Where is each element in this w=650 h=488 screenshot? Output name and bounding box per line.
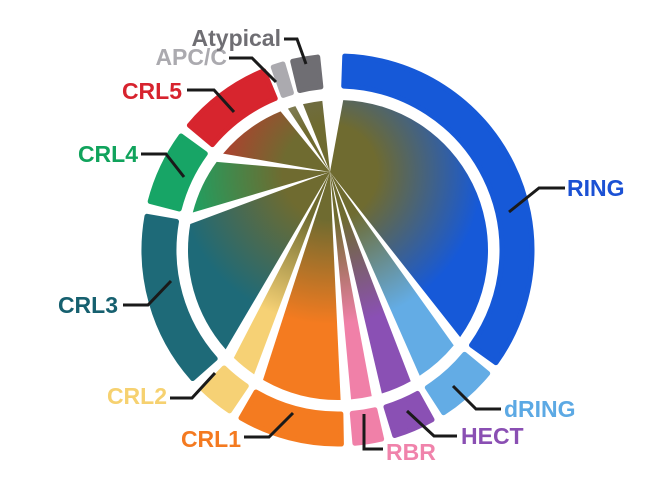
inner-wedges-group xyxy=(188,100,489,400)
leader-crl3 xyxy=(123,279,173,307)
label-hect: HECT xyxy=(461,423,524,449)
wedge-hect xyxy=(330,172,411,394)
wedge-crl3 xyxy=(188,172,330,350)
wedge-crl2 xyxy=(233,172,330,375)
band-crl3 xyxy=(141,213,218,382)
wedge-crl1 xyxy=(263,172,341,400)
band-dring xyxy=(424,351,491,416)
label-crl2: CRL2 xyxy=(107,383,167,409)
leader-crl1 xyxy=(244,411,295,439)
label-dring: dRING xyxy=(504,396,576,422)
leader-rbr xyxy=(362,414,383,451)
band-crl4 xyxy=(147,133,208,212)
band-crl2 xyxy=(200,365,249,414)
leader-ring xyxy=(508,186,565,214)
band-crl1 xyxy=(238,389,344,447)
label-ring: RING xyxy=(567,175,625,201)
wedge-apc-c xyxy=(287,106,330,172)
leader-crl2 xyxy=(170,371,217,400)
label-apc-c: APC/C xyxy=(155,44,227,70)
band-rbr xyxy=(349,407,385,446)
wedge-crl4 xyxy=(192,161,330,213)
wedge-dring xyxy=(330,172,454,376)
leader-dring xyxy=(451,384,501,411)
label-atypical: Atypical xyxy=(192,25,281,51)
leader-atypical xyxy=(284,37,308,65)
leader-crl4 xyxy=(141,152,186,178)
leader-apc-c xyxy=(229,56,278,84)
band-ring xyxy=(341,53,535,366)
outer-bands-group xyxy=(141,53,535,447)
wedge-atypical xyxy=(302,100,330,172)
wedge-crl5 xyxy=(223,111,330,172)
label-crl3: CRL3 xyxy=(58,292,118,318)
leader-hect xyxy=(405,409,457,438)
leader-crl5 xyxy=(187,88,236,114)
label-rbr: RBR xyxy=(386,439,436,465)
wedge-rbr xyxy=(330,172,372,400)
label-crl1: CRL1 xyxy=(181,426,241,452)
leader-lines-group xyxy=(123,37,565,451)
band-apc-c xyxy=(270,61,294,98)
label-crl4: CRL4 xyxy=(78,141,138,167)
wedge-ring xyxy=(330,100,489,338)
band-atypical xyxy=(290,54,324,94)
label-crl5: CRL5 xyxy=(122,78,182,104)
